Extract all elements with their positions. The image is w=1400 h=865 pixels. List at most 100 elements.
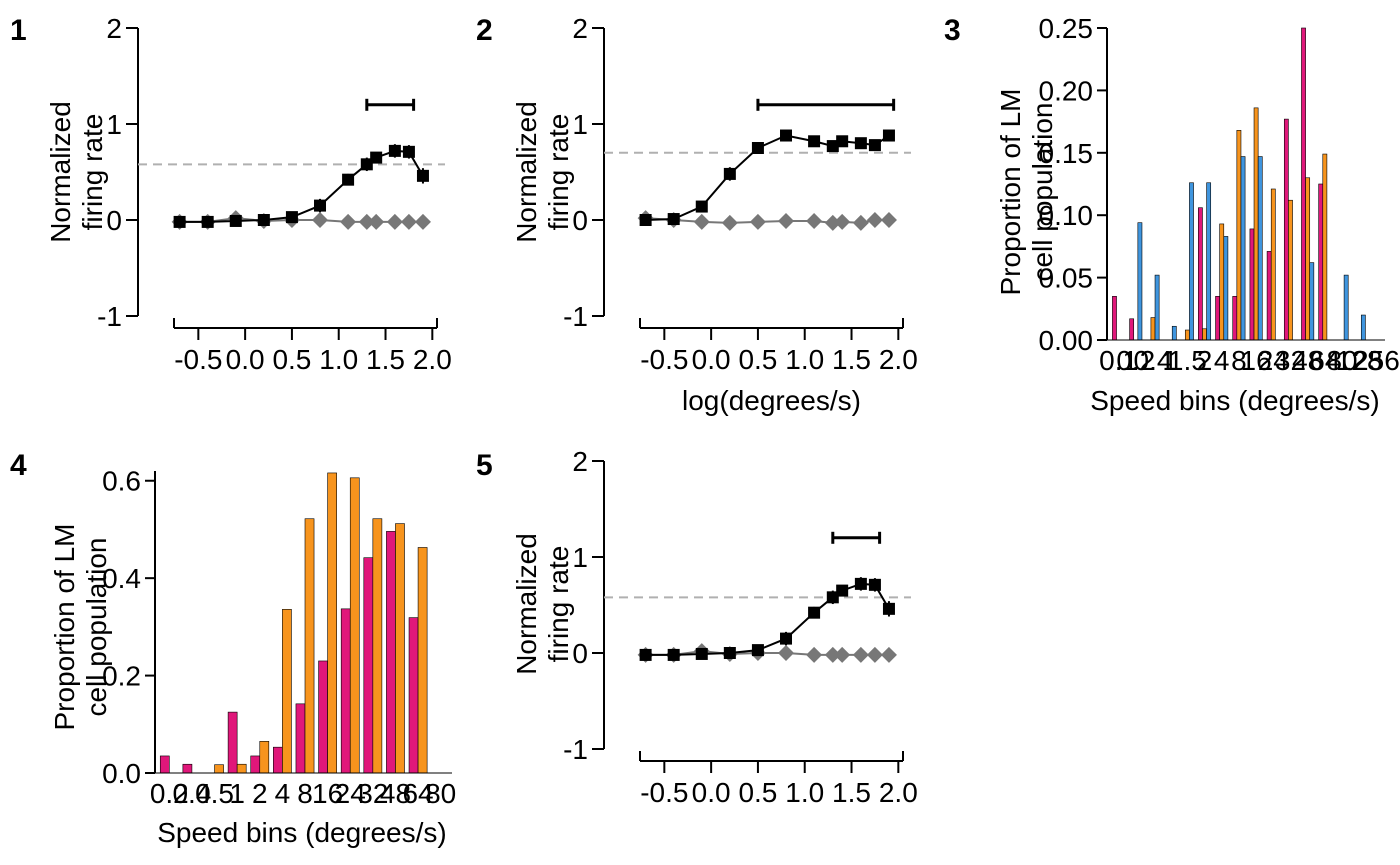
x-tick-label: 32 xyxy=(357,778,388,809)
x-tick-label: 0.0 xyxy=(692,777,731,808)
x-tick-label: 1.0 xyxy=(319,344,358,375)
diamond-point xyxy=(358,213,375,230)
bar xyxy=(1219,223,1225,341)
square-point xyxy=(402,145,415,158)
square-point xyxy=(868,578,881,591)
square-point xyxy=(201,215,214,228)
diamond-point xyxy=(806,212,823,229)
x-tick-label: 2.0 xyxy=(413,344,452,375)
x-tick-label: 0.0 xyxy=(226,344,265,375)
bar xyxy=(1112,296,1117,341)
diamond-point xyxy=(806,646,823,663)
diamond-point xyxy=(880,646,897,663)
y-axis-title-line: Proportion of LM xyxy=(995,89,1026,296)
y-axis-title: Proportion of LMcell population xyxy=(995,89,1058,296)
square-point xyxy=(808,135,821,148)
y-tick-label: 0 xyxy=(572,205,588,236)
x-tick-label: 2 xyxy=(252,778,268,809)
x-tick-label: 1.0 xyxy=(785,777,824,808)
square-point xyxy=(723,647,736,659)
x-tick-label: 64 xyxy=(402,778,433,809)
bar xyxy=(340,608,351,774)
bar xyxy=(1343,274,1349,341)
bar xyxy=(273,746,283,774)
x-tick-label: -0.5 xyxy=(640,777,688,808)
square-point xyxy=(882,129,895,142)
bar xyxy=(1309,262,1315,341)
y-tick-label: 0.10 xyxy=(1039,200,1094,231)
y-tick-label: 0.15 xyxy=(1039,138,1094,169)
diamond-point xyxy=(312,212,329,228)
bar xyxy=(408,617,419,774)
square-point xyxy=(826,140,839,153)
panel-label: 2 xyxy=(476,14,493,47)
bar xyxy=(386,531,396,774)
square-point xyxy=(257,214,270,226)
bar xyxy=(1305,177,1311,341)
y-axis-title-line: firing rate xyxy=(77,114,108,231)
bar xyxy=(1137,222,1143,341)
diamond-point xyxy=(824,646,841,663)
square-point xyxy=(229,214,242,227)
bar xyxy=(1257,156,1263,341)
bar xyxy=(1301,27,1306,341)
bar xyxy=(1322,153,1328,341)
bar xyxy=(318,660,328,774)
square-point xyxy=(667,213,680,226)
bar xyxy=(182,763,193,774)
x-tick-label: 4 xyxy=(275,778,291,809)
y-axis-title-line: firing rate xyxy=(543,546,574,663)
x-tick-label: 16 xyxy=(312,778,343,809)
x-tick-label: 1.5 xyxy=(1168,345,1207,376)
bar xyxy=(1318,183,1324,341)
diamond-point xyxy=(749,213,766,230)
x-axis-title: Speed bins (degrees/s) xyxy=(1090,385,1380,416)
y-axis-title-line: Normalized xyxy=(45,101,76,243)
bar xyxy=(1266,251,1272,341)
square-point xyxy=(314,199,327,212)
bar xyxy=(417,547,428,774)
x-tick-label: 2.0 xyxy=(879,344,918,375)
diamond-point xyxy=(834,213,851,230)
x-tick-label: 48 xyxy=(380,778,411,809)
bar xyxy=(214,764,224,774)
bar xyxy=(1150,317,1156,341)
x-tick-label: 2.0 xyxy=(879,777,918,808)
x-tick-label: 8 xyxy=(1231,345,1247,376)
bar xyxy=(327,472,337,774)
y-tick-label: 0.00 xyxy=(1039,325,1094,356)
square-point xyxy=(342,173,355,186)
panel-label: 3 xyxy=(944,14,961,47)
x-tick-label: 8 xyxy=(297,778,313,809)
square-point xyxy=(388,144,401,157)
diamond-point xyxy=(414,213,431,230)
x-tick-label: 4 xyxy=(1214,345,1230,376)
x-tick-label: 128 xyxy=(1336,345,1383,376)
square-point xyxy=(780,632,793,645)
x-tick-label: 0.5 xyxy=(195,778,234,809)
x-tick-label: 0.2 xyxy=(1116,345,1155,376)
y-axis-title-line: Normalized xyxy=(511,533,542,675)
square-point xyxy=(695,200,708,213)
panel-2: 2 Normalizedfiring rate -1 0 1 2 -0.5 0.0 0.5 1.0… xyxy=(476,13,918,416)
square-point xyxy=(882,602,895,615)
square-point xyxy=(751,644,764,657)
x-axis-title: Speed bins (degrees/s) xyxy=(157,817,447,848)
y-axis-title-line: Proportion of LM xyxy=(49,524,80,731)
y-tick-label: 1 xyxy=(106,109,122,140)
bar xyxy=(1288,199,1293,341)
square-point xyxy=(836,135,849,148)
x-tick-label: -0.5 xyxy=(640,344,688,375)
square-point xyxy=(854,577,867,590)
diamond-point xyxy=(866,212,883,228)
square-point xyxy=(416,169,429,182)
bar xyxy=(159,755,170,774)
square-point xyxy=(360,158,373,171)
y-tick-label: -1 xyxy=(563,301,588,332)
y-tick-label: 2 xyxy=(572,13,588,44)
x-tick-label: 1.0 xyxy=(785,344,824,375)
bar xyxy=(282,609,292,774)
bar xyxy=(395,523,405,774)
